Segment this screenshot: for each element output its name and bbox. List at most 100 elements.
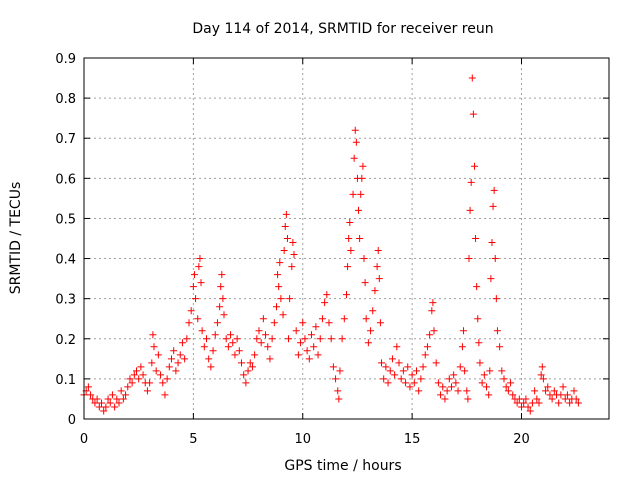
data-point (470, 162, 478, 170)
y-tick-label: 0 (68, 413, 76, 428)
data-point (345, 235, 353, 242)
data-point (108, 391, 116, 399)
data-point (318, 315, 326, 323)
data-point (220, 311, 228, 319)
data-point (174, 359, 182, 367)
data-point (460, 327, 468, 335)
data-point (312, 323, 320, 331)
data-point (432, 359, 440, 367)
data-point (294, 351, 302, 359)
data-point (417, 375, 425, 383)
data-point (531, 387, 539, 395)
data-point (480, 371, 488, 379)
data-point (84, 383, 92, 391)
data-point (227, 331, 235, 339)
data-point (555, 399, 563, 407)
y-axis-label: SRMTID / TECUs (8, 182, 24, 295)
data-point (426, 331, 434, 339)
data-point (139, 371, 147, 379)
data-point (349, 190, 357, 198)
data-point (289, 239, 297, 247)
data-point (570, 387, 578, 395)
data-point (102, 403, 110, 411)
data-point (178, 339, 186, 347)
data-point (359, 162, 367, 170)
data-point (548, 395, 556, 403)
plot-frame (83, 57, 610, 420)
data-point (196, 255, 204, 263)
data-point (538, 363, 546, 371)
data-point (275, 283, 283, 291)
data-point (461, 367, 469, 375)
data-point (338, 335, 346, 343)
data-point (181, 355, 189, 363)
data-point (478, 379, 486, 387)
data-point (360, 255, 368, 263)
data-point (135, 375, 143, 383)
data-point (458, 343, 466, 351)
data-point (321, 299, 329, 307)
data-point (100, 407, 108, 415)
data-point (490, 186, 498, 194)
data-point (347, 247, 355, 255)
data-point (189, 283, 197, 291)
data-point (224, 343, 232, 351)
data-point (489, 202, 497, 210)
data-point (150, 343, 158, 351)
data-point (486, 367, 494, 375)
data-point (468, 74, 476, 82)
data-point (535, 399, 543, 407)
data-point (364, 339, 372, 347)
data-point (391, 371, 399, 379)
data-point (217, 283, 225, 291)
data-point (270, 319, 278, 327)
data-point (200, 343, 208, 351)
data-point (399, 367, 407, 375)
data-point (305, 355, 313, 363)
data-point (334, 387, 342, 395)
data-point (443, 387, 451, 395)
data-point (413, 367, 420, 375)
data-point (303, 347, 311, 355)
data-point (98, 399, 105, 407)
data-point (282, 210, 290, 218)
data-point (161, 391, 169, 399)
data-point (467, 178, 475, 186)
data-point (574, 399, 582, 407)
data-point (277, 295, 285, 303)
data-point (283, 235, 291, 242)
data-point (106, 399, 114, 407)
data-point (344, 263, 352, 271)
data-point (336, 367, 344, 375)
data-point (264, 343, 272, 351)
data-point (357, 190, 365, 198)
data-point (524, 403, 532, 411)
chart-title: Day 114 of 2014, SRMTID for receiver reu… (192, 21, 493, 37)
data-point (281, 222, 289, 230)
data-point (168, 355, 175, 363)
data-point (216, 303, 224, 311)
data-point (229, 339, 237, 347)
data-point (130, 371, 138, 379)
data-point (496, 343, 504, 351)
data-point (280, 247, 288, 255)
data-point (242, 379, 250, 387)
data-point (332, 375, 340, 383)
data-point (402, 379, 410, 387)
data-point (213, 319, 221, 327)
data-point (176, 351, 184, 359)
data-point (219, 295, 227, 303)
x-axis-label: GPS time / hours (284, 458, 401, 474)
data-point (384, 379, 392, 387)
data-point (361, 279, 369, 287)
x-tick-label: 0 (80, 432, 88, 447)
y-tick-label: 0.9 (55, 52, 76, 67)
data-point (329, 363, 337, 371)
data-point (485, 391, 493, 399)
data-point (288, 263, 296, 271)
data-point (310, 343, 318, 351)
data-point (299, 319, 307, 327)
data-point (316, 335, 324, 343)
data-point (262, 331, 270, 339)
data-point (404, 363, 412, 371)
